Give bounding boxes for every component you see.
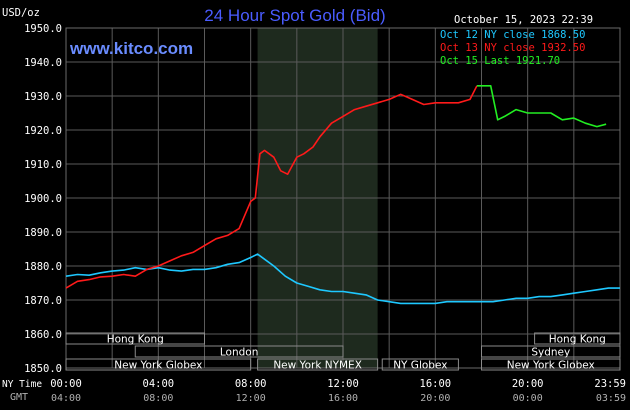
plot-frame — [65, 27, 621, 369]
y-axis-ticks: 1850.0 1860.0 1870.0 1880.0 1890.0 1900.0 1910… — [24, 23, 62, 375]
session-bar — [65, 358, 252, 371]
ny-time-label: NY Time — [2, 379, 42, 390]
x-tick-label-gmt: 08:00 — [143, 393, 173, 404]
series-line-0 — [65, 253, 620, 305]
legend-item-prev-close: Oct 12 NY close 1868.50 — [440, 29, 585, 41]
market-sessions: Hong Kong London New York Globex New York N… — [65, 332, 621, 372]
y-tick-label: 1940.0 — [24, 57, 62, 69]
gmt-label: GMT — [10, 392, 28, 403]
y-tick-label: 1930.0 — [24, 91, 62, 103]
y-tick-label: 1910.0 — [24, 159, 62, 171]
session-label: New York NYMEX — [273, 360, 362, 372]
session-label: Hong Kong — [107, 334, 164, 346]
timestamp: October 15, 2023 22:39 — [454, 14, 593, 26]
x-tick-label-ny: 08:00 — [235, 378, 267, 390]
x-tick-label-ny: 20:00 — [512, 378, 544, 390]
session-label: London — [220, 347, 259, 359]
y-tick-label: 1880.0 — [24, 261, 62, 273]
session-bar — [134, 345, 344, 358]
x-tick-label-ny: 00:00 — [50, 378, 82, 390]
legend-item-last-close: Oct 13 NY close 1932.50 — [440, 42, 585, 54]
x-axis-ticks: 00:00 04:00 08:00 12:00 16:00 20:00 23:59 04:00… — [50, 378, 626, 404]
chart-title: 24 Hour Spot Gold (Bid) — [204, 6, 385, 25]
session-label: New York Globex — [114, 360, 202, 372]
unit-label: USD/oz — [2, 7, 40, 19]
session-label: Sydney — [531, 347, 570, 359]
session-bar — [257, 358, 379, 371]
x-tick-label-gmt: 04:00 — [51, 393, 81, 404]
session-bar — [481, 358, 621, 371]
session-bar — [381, 358, 459, 371]
x-tick-label-gmt: 00:00 — [513, 393, 543, 404]
x-tick-label-ny: 04:00 — [143, 378, 175, 390]
session-bar — [481, 345, 621, 358]
price-lines — [65, 85, 620, 305]
legend-item-current: Oct 15 Last 1921.70 — [440, 55, 560, 67]
x-tick-label-ny: 12:00 — [327, 378, 359, 390]
y-tick-label: 1850.0 — [24, 363, 62, 375]
x-tick-label-gmt: 16:00 — [328, 393, 358, 404]
x-tick-label-ny: 23:59 — [594, 378, 626, 390]
y-tick-label: 1890.0 — [24, 227, 62, 239]
x-tick-label-ny: 16:00 — [420, 378, 452, 390]
y-tick-label: 1920.0 — [24, 125, 62, 137]
x-tick-label-gmt: 20:00 — [420, 393, 450, 404]
session-label: Hong Kong — [549, 334, 606, 346]
y-tick-label: 1950.0 — [24, 23, 62, 35]
session-bar — [65, 332, 205, 345]
x-tick-label-gmt: 12:00 — [236, 393, 266, 404]
y-tick-label: 1900.0 — [24, 193, 62, 205]
site-watermark: www.kitco.com — [69, 39, 193, 58]
y-tick-label: 1870.0 — [24, 295, 62, 307]
session-bar — [534, 332, 621, 345]
y-tick-label: 1860.0 — [24, 329, 62, 341]
x-tick-label-gmt: 03:59 — [596, 393, 626, 404]
series-line-2 — [476, 85, 607, 128]
series-line-1 — [65, 85, 478, 289]
session-label: New York Globex — [507, 360, 595, 372]
session-label: NY Globex — [393, 360, 447, 372]
legend: Oct 12 NY close 1868.50 Oct 13 NY close … — [440, 29, 585, 67]
